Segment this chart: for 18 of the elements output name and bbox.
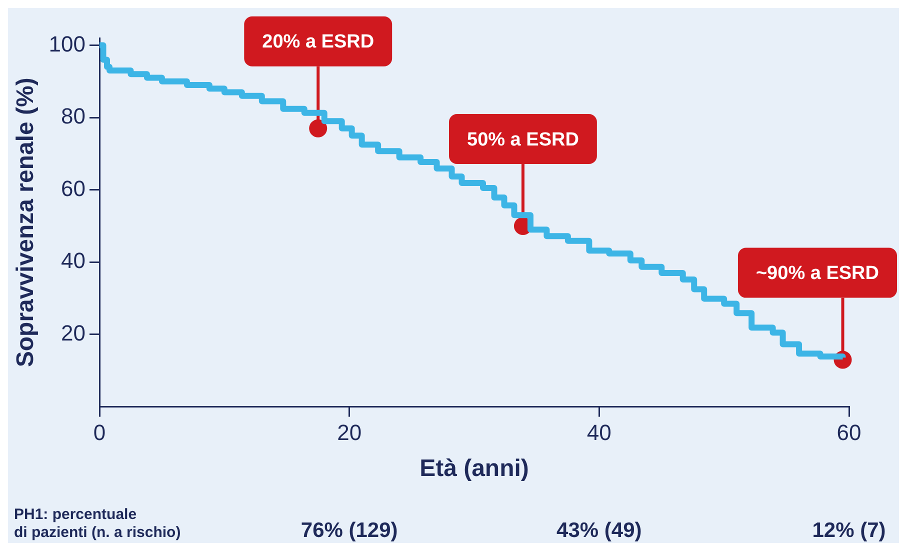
y-tick-label: 60	[61, 176, 86, 201]
text: 43% (49)	[556, 519, 642, 542]
y-axis-title: Sopravvivenza renale (%)	[12, 78, 40, 368]
annotation: ~90% a ESRD	[756, 263, 880, 284]
text: 12% (7)	[812, 519, 886, 542]
text: 76% (129)	[300, 519, 398, 542]
x-tick-label: 20	[337, 420, 362, 446]
y-tick-label: 80	[61, 104, 86, 129]
y-tick-label: 40	[61, 248, 86, 274]
y-tick-label: 20	[61, 320, 86, 346]
annotation: 20% a ESRD	[262, 32, 374, 53]
x-tick-label: 0	[93, 420, 106, 446]
annotation: 50% a ESRD	[466, 129, 579, 150]
x-tick-label: 40	[586, 420, 612, 446]
x-tick-label: 60	[836, 420, 862, 446]
y-tick-label: 100	[48, 31, 86, 56]
x-axis-title: Età (anni)	[420, 455, 529, 482]
text: PH1: percentuale di pazienti (n. a rischio)	[14, 506, 181, 541]
